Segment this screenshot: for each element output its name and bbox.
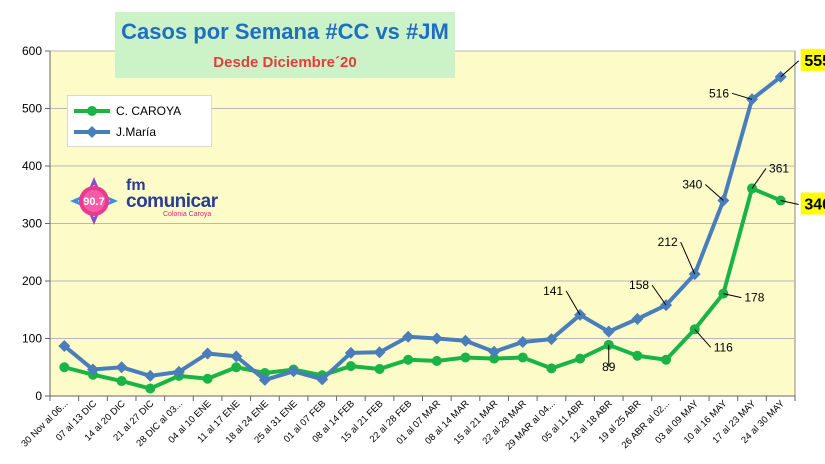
legend-swatch-jmaria — [74, 125, 110, 139]
annotation-leader-5 — [780, 60, 800, 78]
legend-item-caroya: C. CAROYA — [74, 102, 181, 120]
legend-item-jmaria: J.María — [74, 123, 156, 141]
legend-swatch-caroya — [74, 104, 110, 118]
point-s0-16 — [517, 352, 528, 363]
point-s1-16 — [516, 335, 529, 348]
point-s1-20 — [631, 312, 644, 325]
point-s0-15 — [489, 353, 500, 364]
logo-name: comunicar — [126, 191, 218, 212]
annotation-leader-10 — [780, 200, 799, 205]
point-s1-0 — [58, 339, 71, 352]
point-s1-10 — [344, 346, 357, 359]
point-s1-1 — [86, 363, 99, 376]
y-tick-label-2: 200 — [22, 274, 42, 288]
point-s0-13 — [431, 355, 442, 366]
annotation-label-4: 516 — [709, 86, 729, 100]
annotation-label-8: 178 — [744, 291, 764, 305]
point-s1-4 — [172, 365, 185, 378]
annotation-leader-1 — [651, 284, 667, 306]
legend-label-jmaria: J.María — [116, 125, 157, 139]
point-s1-3 — [144, 369, 157, 382]
annotation-label-5: 555 — [804, 53, 825, 70]
point-s0-3 — [145, 383, 156, 394]
radio-logo: 90.7 fm comunicar Colonia Caroya — [66, 177, 226, 225]
point-s0-2 — [116, 376, 127, 387]
annotation-leader-2 — [680, 241, 696, 275]
y-tick-label-0: 0 — [35, 389, 42, 403]
point-s0-0 — [59, 362, 70, 373]
y-tick-label-4: 400 — [22, 159, 42, 173]
title-box: Casos por Semana #CC vs #JM Desde Diciem… — [115, 12, 455, 78]
annotation-highlight-5 — [800, 48, 825, 71]
point-s0-20 — [632, 350, 643, 361]
point-s0-10 — [345, 361, 356, 372]
point-s1-12 — [402, 330, 415, 343]
annotation-leader-4 — [731, 92, 753, 100]
point-s1-2 — [115, 361, 128, 374]
point-s1-15 — [488, 345, 501, 358]
point-s1-5 — [201, 347, 214, 360]
annotation-label-2: 212 — [658, 235, 678, 249]
point-s1-9 — [316, 373, 329, 386]
point-s0-18 — [575, 353, 586, 364]
point-s0-6 — [231, 362, 242, 373]
point-s0-17 — [546, 363, 557, 374]
point-s0-12 — [403, 354, 414, 365]
chart-subtitle: Desde Diciembre´20 — [213, 54, 357, 71]
point-s1-13 — [430, 332, 443, 345]
y-tick-label-6: 600 — [22, 44, 42, 58]
legend: C. CAROYA J.María — [67, 95, 212, 147]
y-tick-label-1: 100 — [22, 332, 42, 346]
annotation-leader-0 — [565, 290, 581, 316]
point-s1-14 — [459, 334, 472, 347]
annotation-label-0: 141 — [543, 284, 563, 298]
annotation-leader-3 — [705, 184, 724, 201]
series-line-1 — [63, 75, 782, 382]
point-s0-21 — [661, 354, 672, 365]
x-tick-label-17: 29 MAR al 04... — [503, 398, 557, 452]
annotation-label-9: 361 — [769, 161, 789, 175]
point-s1-19 — [602, 325, 615, 338]
chart-title: Casos por Semana #CC vs #JM — [121, 19, 449, 44]
annotation-label-10: 340 — [804, 197, 825, 214]
y-tick-label-5: 500 — [22, 102, 42, 116]
point-s1-6 — [230, 350, 243, 363]
point-s0-11 — [374, 363, 385, 374]
point-s0-5 — [202, 373, 213, 384]
annotation-label-1: 158 — [629, 278, 649, 292]
point-s1-17 — [545, 333, 558, 346]
logo-frequency: 90.7 — [83, 196, 104, 208]
point-s1-8 — [287, 365, 300, 378]
annotation-leader-7 — [694, 328, 712, 348]
point-s0-14 — [460, 352, 471, 363]
annotation-highlight-10 — [800, 192, 825, 215]
logo-tagline: Colonia Caroya — [163, 211, 212, 218]
annotation-leader-9 — [751, 168, 767, 189]
y-tick-label-3: 300 — [22, 217, 42, 231]
point-s1-11 — [373, 346, 386, 359]
annotation-label-7: 116 — [714, 340, 733, 354]
annotation-label-3: 340 — [682, 178, 702, 192]
legend-label-caroya: C. CAROYA — [116, 104, 182, 118]
point-s1-7 — [258, 373, 271, 386]
logo-badge-icon: 90.7 — [70, 177, 118, 225]
annotation-leader-8 — [723, 293, 742, 299]
logo-prefix: fm — [126, 177, 146, 194]
annotation-label-6: 89 — [602, 360, 616, 374]
